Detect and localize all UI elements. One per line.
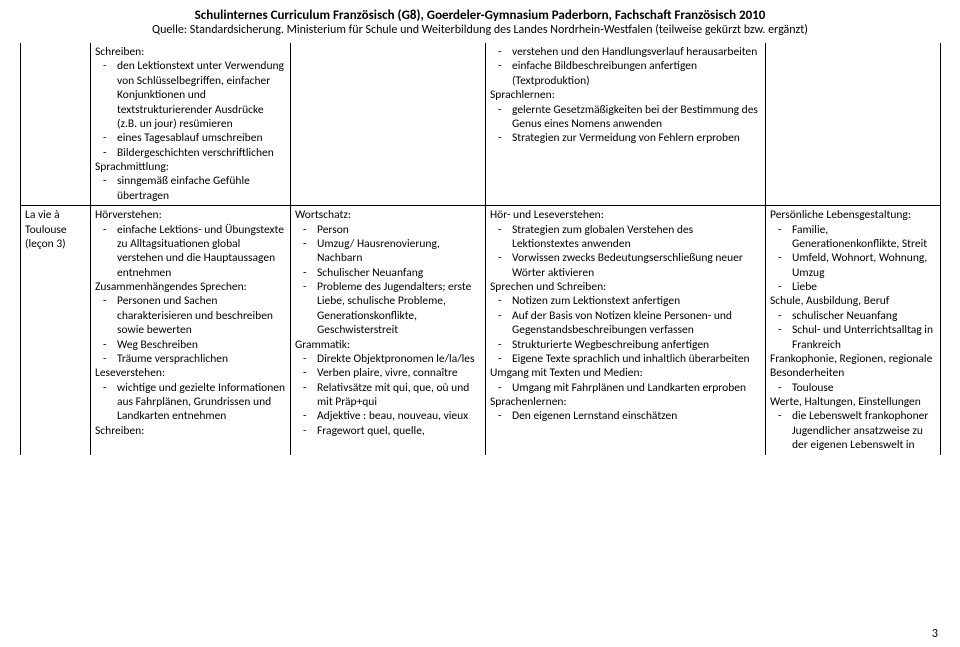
list-item: Schul- und Unterrichtsalltag in Frankrei… xyxy=(792,323,936,352)
list-item: gelernte Gesetzmäßigkeiten bei der Besti… xyxy=(512,103,761,132)
section-heading: Schreiben: xyxy=(95,424,286,438)
list-item: Fragewort quel, quelle, xyxy=(317,424,481,438)
list-item: Strategien zum globalen Verstehen des Le… xyxy=(512,223,761,252)
cell-wortschatz: Wortschatz: Person Umzug/ Hausrenovierun… xyxy=(291,206,486,455)
bullet-list: Personen und Sachen charakterisieren und… xyxy=(95,294,286,366)
list-item: Träume versprachlichen xyxy=(117,352,286,366)
list-item: Strukturierte Wegbeschreibung anfertigen xyxy=(512,338,761,352)
bullet-list: Person Umzug/ Hausrenovierung, Nachbarn … xyxy=(295,223,481,338)
bullet-list: Strategien zum globalen Verstehen des Le… xyxy=(490,223,761,281)
section-heading: Persönliche Lebensgestaltung: xyxy=(770,208,936,222)
list-item: die Lebenswelt frankophoner Jugendlicher… xyxy=(792,409,936,452)
section-heading: Schule, Ausbildung, Beruf xyxy=(770,294,936,308)
table-row: Schreiben: den Lektionstext unter Verwen… xyxy=(21,43,941,206)
section-heading: Umgang mit Texten und Medien: xyxy=(490,366,761,380)
bullet-list: Toulouse xyxy=(770,381,936,395)
section-heading: Hör- und Leseverstehen: xyxy=(490,208,761,222)
lesson-label: (leçon 3) xyxy=(25,237,86,251)
bullet-list: Familie, Generationenkonflikte, Streit U… xyxy=(770,223,936,295)
list-item: Strategien zur Vermeidung von Fehlern er… xyxy=(512,131,761,145)
list-item: schulischer Neuanfang xyxy=(792,309,936,323)
list-item: Direkte Objektpronomen le/la/les xyxy=(317,352,481,366)
list-item: Relativsätze mit qui, que, où und mit Pr… xyxy=(317,381,481,410)
list-item: einfache Lektions- und Übungstexte zu Al… xyxy=(117,223,286,281)
section-heading: Sprachlernen: xyxy=(490,88,761,102)
list-item: Umgang mit Fahrplänen und Landkarten erp… xyxy=(512,381,761,395)
list-item: Familie, Generationenkonflikte, Streit xyxy=(792,223,936,252)
list-item: Person xyxy=(317,223,481,237)
page-title: Schulinternes Curriculum Französisch (G8… xyxy=(20,8,940,23)
list-item: einfache Bildbeschreibungen anfertigen (… xyxy=(512,59,761,88)
cell-hoer-lese: Hör- und Leseverstehen: Strategien zum g… xyxy=(486,206,766,455)
cell-empty xyxy=(291,43,486,206)
section-heading: Wortschatz: xyxy=(295,208,481,222)
curriculum-table: Schreiben: den Lektionstext unter Verwen… xyxy=(20,43,941,455)
section-heading: Grammatik: xyxy=(295,338,481,352)
list-item: Schulischer Neuanfang xyxy=(317,266,481,280)
section-heading: Schreiben: xyxy=(95,45,286,59)
list-item: Auf der Basis von Notizen kleine Persone… xyxy=(512,309,761,338)
list-item: Eigene Texte sprachlich und inhaltlich ü… xyxy=(512,352,761,366)
cell-schreiben: Schreiben: den Lektionstext unter Verwen… xyxy=(91,43,291,206)
section-heading: Sprachenlernen: xyxy=(490,395,761,409)
list-item: Notizen zum Lektionstext anfertigen xyxy=(512,294,761,308)
list-item: Umzug/ Hausrenovierung, Nachbarn xyxy=(317,237,481,266)
bullet-list: verstehen und den Handlungsverlauf herau… xyxy=(490,45,761,88)
list-item: Verben plaire, vivre, connaître xyxy=(317,366,481,380)
row-label-cell: La vie à Toulouse (leçon 3) xyxy=(21,206,91,455)
cell-sprachlernen: verstehen und den Handlungsverlauf herau… xyxy=(486,43,766,206)
bullet-list: wichtige und gezielte Informationen aus … xyxy=(95,381,286,424)
section-heading: Frankophonie, Regionen, regionale Besond… xyxy=(770,352,936,381)
list-item: sinngemäß einfache Gefühle übertragen xyxy=(117,174,286,203)
cell-persoenlich: Persönliche Lebensgestaltung: Familie, G… xyxy=(766,206,941,455)
list-item: Personen und Sachen charakterisieren und… xyxy=(117,294,286,337)
list-item: Toulouse xyxy=(792,381,936,395)
page-header: Schulinternes Curriculum Französisch (G8… xyxy=(20,8,940,37)
section-heading: Sprechen und Schreiben: xyxy=(490,280,761,294)
bullet-list: Direkte Objektpronomen le/la/les Verben … xyxy=(295,352,481,438)
list-item: eines Tagesablauf umschreiben xyxy=(117,131,286,145)
bullet-list: schulischer Neuanfang Schul- und Unterri… xyxy=(770,309,936,352)
list-item: verstehen und den Handlungsverlauf herau… xyxy=(512,45,761,59)
bullet-list: Den eigenen Lernstand einschätzen xyxy=(490,409,761,423)
list-item: wichtige und gezielte Informationen aus … xyxy=(117,381,286,424)
page-number: 3 xyxy=(932,627,938,641)
section-heading: Sprachmittlung: xyxy=(95,160,286,174)
lesson-label: Toulouse xyxy=(25,223,86,237)
section-heading: Leseverstehen: xyxy=(95,366,286,380)
list-item: Umfeld, Wohnort, Wohnung, Umzug xyxy=(792,251,936,280)
cell-hoerverstehen: Hörverstehen: einfache Lektions- und Übu… xyxy=(91,206,291,455)
page-subtitle: Quelle: Standardsicherung. Ministerium f… xyxy=(20,23,940,37)
list-item: Adjektive : beau, nouveau, vieux xyxy=(317,409,481,423)
lesson-label: La vie à xyxy=(25,208,86,222)
list-item: Probleme des Jugendalters; erste Liebe, … xyxy=(317,280,481,338)
list-item: den Lektionstext unter Verwendung von Sc… xyxy=(117,59,286,131)
cell-empty xyxy=(766,43,941,206)
list-item: Weg Beschreiben xyxy=(117,338,286,352)
bullet-list: Notizen zum Lektionstext anfertigen Auf … xyxy=(490,294,761,366)
bullet-list: Umgang mit Fahrplänen und Landkarten erp… xyxy=(490,381,761,395)
bullet-list: gelernte Gesetzmäßigkeiten bei der Besti… xyxy=(490,103,761,146)
table-row: La vie à Toulouse (leçon 3) Hörverstehen… xyxy=(21,206,941,455)
bullet-list: sinngemäß einfache Gefühle übertragen xyxy=(95,174,286,203)
list-item: Vorwissen zwecks Bedeutungserschließung … xyxy=(512,251,761,280)
row-label-cell xyxy=(21,43,91,206)
section-heading: Werte, Haltungen, Einstellungen xyxy=(770,395,936,409)
list-item: Liebe xyxy=(792,280,936,294)
section-heading: Hörverstehen: xyxy=(95,208,286,222)
bullet-list: einfache Lektions- und Übungstexte zu Al… xyxy=(95,223,286,281)
bullet-list: die Lebenswelt frankophoner Jugendlicher… xyxy=(770,409,936,452)
bullet-list: den Lektionstext unter Verwendung von Sc… xyxy=(95,59,286,160)
list-item: Den eigenen Lernstand einschätzen xyxy=(512,409,761,423)
list-item: Bildergeschichten verschriftlichen xyxy=(117,146,286,160)
section-heading: Zusammenhängendes Sprechen: xyxy=(95,280,286,294)
